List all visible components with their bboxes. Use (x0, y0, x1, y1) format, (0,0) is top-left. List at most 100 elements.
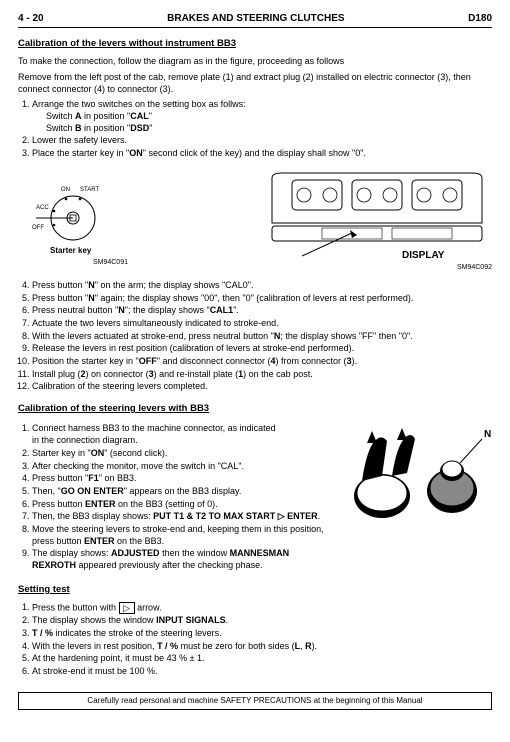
t: ) on the cab post. (243, 369, 313, 379)
s1b-8: With the levers actuated at stroke-end, … (32, 331, 492, 343)
t: F1 (88, 473, 99, 483)
t: " (second click). (104, 448, 167, 458)
t: on the BB3. (115, 536, 165, 546)
s2-9: The display shows: ADJUSTED then the win… (32, 548, 332, 571)
t: Switch (46, 123, 75, 133)
t: With the levers actuated at stroke-end, … (32, 331, 274, 341)
figure-row: ON START ACC OFF Starter key SM94C091 (18, 168, 492, 272)
t: Press button " (32, 280, 88, 290)
page: 4 - 20 BRAKES AND STEERING CLUTCHES D180… (0, 0, 510, 728)
lbl-start: START (80, 187, 99, 193)
s2-6: Press button ENTER on the BB3 (setting o… (32, 499, 332, 511)
t: CAL1 (210, 305, 234, 315)
t: ". (233, 305, 239, 315)
t: Place the starter key in " (32, 148, 129, 158)
s2-5: Then, "GO ON ENTER" appears on the BB3 d… (32, 486, 332, 498)
t: Press button " (32, 293, 88, 303)
lbl-on: ON (61, 187, 70, 193)
s3-3: T / % indicates the stroke of the steeri… (32, 628, 492, 640)
t: must be zero for both sides ( (178, 641, 295, 651)
t: ). (312, 641, 318, 651)
t: " (149, 111, 152, 121)
s1b-4: Press button "N" on the arm; the display… (32, 280, 492, 292)
lbl-acc: ACC (36, 205, 49, 211)
t: " and disconnect connector ( (157, 356, 271, 366)
s2-1: Connect harness BB3 to the machine conne… (32, 423, 332, 446)
t: in position " (82, 111, 131, 121)
t: DSD (130, 123, 149, 133)
t: Press neutral button " (32, 305, 118, 315)
s1b-11: Install plug (2) on connector (3) and re… (32, 369, 492, 381)
t: on the BB3 (setting of 0). (116, 499, 218, 509)
section2-steps: Connect harness BB3 to the machine conne… (18, 423, 332, 571)
s3-1: Press the button with ▷ arrow. (32, 602, 492, 614)
t: With the levers in rest position, (32, 641, 157, 651)
s1b-6: Press neutral button "N"; the display sh… (32, 305, 492, 317)
t: GO ON ENTER (61, 486, 124, 496)
figure-display: DISPLAY SM94C092 (262, 168, 492, 272)
section1b-steps: Press button "N" on the arm; the display… (18, 280, 492, 393)
header-left: 4 - 20 (18, 12, 44, 25)
section3-steps: Press the button with ▷ arrow. The displ… (18, 602, 492, 678)
t: Switch (46, 111, 75, 121)
page-header: 4 - 20 BRAKES AND STEERING CLUTCHES D180 (18, 12, 492, 28)
t: The display shows: (32, 548, 111, 558)
figure-starter-key: ON START ACC OFF Starter key SM94C091 (18, 173, 128, 267)
t: OFF (139, 356, 157, 366)
s1-step1b: Switch B in position "DSD" (32, 123, 492, 135)
s1b-9: Release the levers in rest position (cal… (32, 343, 492, 355)
t: " on the arm; the display shows "CAL0". (95, 280, 254, 290)
s1b-7: Actuate the two levers simultaneously in… (32, 318, 492, 330)
t: Press button (32, 499, 85, 509)
t: " on BB3. (99, 473, 137, 483)
header-center: BRAKES AND STEERING CLUTCHES (167, 12, 344, 25)
s1-step1a: Switch A in position "CAL" (32, 111, 492, 123)
t: Press button " (32, 473, 88, 483)
s2-8: Move the steering levers to stroke-end a… (32, 524, 332, 547)
fig1-code: SM94C091 (18, 258, 128, 267)
t: T / % (157, 641, 178, 651)
t: Then, the BB3 display shows: (32, 511, 153, 521)
t: ) on connector ( (86, 369, 149, 379)
fig1-caption: Starter key (50, 246, 92, 255)
t: then the window (160, 548, 230, 558)
t: " appears on the BB3 display. (124, 486, 242, 496)
t: The display shows the window (32, 615, 156, 625)
section2-title: Calibration of the steering levers with … (18, 403, 492, 415)
t: ) from connector ( (276, 356, 347, 366)
t: appeared previously after the checking p… (76, 560, 263, 570)
fig-n-label: N (484, 429, 491, 440)
t: in the connection diagram. (32, 435, 138, 445)
t: ; the display shows "FF" then "0". (280, 331, 412, 341)
s3-2: The display shows the window INPUT SIGNA… (32, 615, 492, 627)
t: indicates the stroke of the steering lev… (53, 628, 222, 638)
t: Position the starter key in " (32, 356, 139, 366)
s1-step3: Place the starter key in "ON" second cli… (32, 148, 492, 160)
t: PUT T1 & T2 TO MAX START ▷ ENTER (153, 511, 318, 521)
display-svg: DISPLAY (262, 168, 492, 263)
arrow-box-icon: ▷ (119, 602, 135, 614)
section1-intro: To make the connection, follow the diagr… (18, 56, 492, 68)
t: . (318, 511, 321, 521)
header-right: D180 (468, 12, 492, 25)
t: CAL (130, 111, 149, 121)
t: ON (91, 448, 105, 458)
s1b-5: Press button "N" again; the display show… (32, 293, 492, 305)
s3-5: At the hardening point, it must be 43 % … (32, 653, 492, 665)
levers-svg: N (342, 421, 492, 531)
t: ENTER (85, 499, 116, 509)
section3-title: Setting test (18, 584, 492, 596)
t: Move the steering levers to stroke-end a… (32, 524, 324, 546)
section2-row: Connect harness BB3 to the machine conne… (18, 421, 492, 573)
fig2-code: SM94C092 (262, 263, 492, 272)
t: " again; the display shows "00", then "0… (95, 293, 414, 303)
t: Press the button with (32, 602, 119, 612)
t: ADJUSTED (111, 548, 160, 558)
t: ENTER (84, 536, 115, 546)
t: arrow. (137, 602, 162, 612)
s1-step1-text: Arrange the two switches on the setting … (32, 99, 246, 109)
section1-title: Calibration of the levers without instru… (18, 38, 492, 50)
t: "; the display shows " (125, 305, 210, 315)
s3-6: At stroke-end it must be 100 %. (32, 666, 492, 678)
t: ) and re-install plate ( (154, 369, 239, 379)
